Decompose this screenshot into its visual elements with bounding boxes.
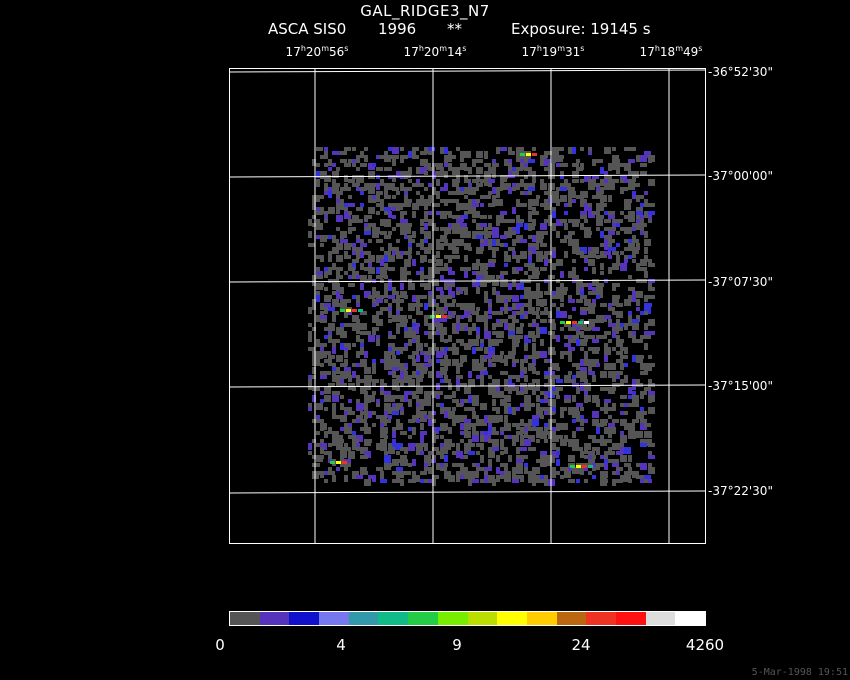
ra-label-1: 17h20m56s [285,44,349,59]
exposure-label: Exposure: 19145 s [511,20,651,38]
colorbar-swatch-6 [408,612,438,625]
year-label: 1996 [378,20,417,38]
colorbar-tick-2: 9 [452,636,462,654]
colorbar-swatch-14 [645,612,676,625]
colorbar-swatch-4 [348,612,379,625]
sky-image [230,69,705,543]
dec-label-2: -37°00'00" [708,169,773,183]
ra-label-3: 17h19m31s [521,44,585,59]
dec-gridline-4 [230,384,705,388]
colorbar-swatch-10 [526,612,557,625]
colorbar-swatch-13 [615,612,646,625]
colorbar-swatch-5 [378,612,409,625]
colorbar-tick-0: 0 [215,636,225,654]
quality-stars: ** [447,20,462,38]
ra-label-4: 17h18m49s [639,44,703,59]
image-title: GAL_RIDGE3_N7 [360,2,490,20]
colorbar-tick-3: 24 [571,636,591,654]
ra-label-2: 17h20m14s [403,44,467,59]
dec-gridline-1 [230,69,705,73]
colorbar-swatch-3 [319,612,349,625]
subtitle-row: ASCA SIS0 1996 ** Exposure: 19145 s [0,20,850,40]
colorbar-swatch-12 [586,612,616,625]
instrument-label: ASCA SIS0 [268,20,347,38]
colorbar-tick-1: 4 [336,636,346,654]
colorbar-swatch-8 [467,612,498,625]
dec-gridline-2 [230,174,705,178]
color-scale-bar [229,611,706,626]
dec-label-3: -37°07'30" [708,275,773,289]
colorbar-swatch-0 [230,612,260,625]
colorbar-swatch-1 [259,612,290,625]
colorbar-swatch-7 [437,612,468,625]
colorbar-swatch-15 [675,612,705,625]
colorbar-swatch-2 [289,612,320,625]
colorbar-swatch-9 [497,612,527,625]
colorbar-tick-4: 4260 [685,636,725,654]
dec-label-1: -36°52'30" [708,65,773,79]
dec-label-5: -37°22'30" [708,484,773,498]
dec-gridline-3 [230,279,705,283]
colorbar-swatch-11 [556,612,587,625]
sky-image-frame [229,68,706,544]
timestamp-label: 5-Mar-1998 19:51 [751,667,848,678]
dec-label-4: -37°15'00" [708,379,773,393]
dec-gridline-5 [230,490,705,494]
